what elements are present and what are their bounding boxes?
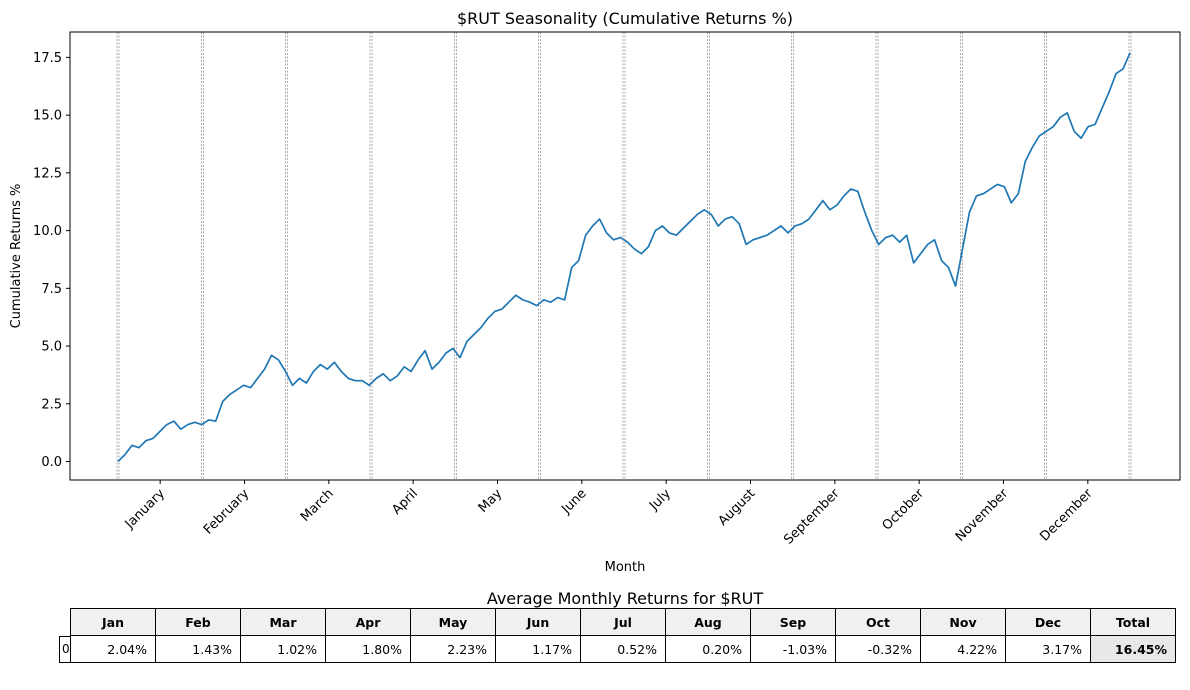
- table-cell-oct: -0.32%: [835, 635, 921, 663]
- table-cell-aug: 0.20%: [665, 635, 751, 663]
- table-header-sep: Sep: [750, 608, 836, 636]
- y-tick-label: 12.5: [33, 166, 62, 181]
- table-header-jul: Jul: [580, 608, 666, 636]
- x-tick-label: June: [558, 486, 589, 517]
- cumulative-return-line: [117, 52, 1131, 463]
- table-row-index: 0: [59, 636, 70, 663]
- table-header-dec: Dec: [1005, 608, 1091, 636]
- x-tick-label: August: [716, 486, 759, 529]
- table-cell-mar: 1.02%: [240, 635, 326, 663]
- x-tick-label: February: [201, 486, 253, 538]
- x-axis-label: Month: [605, 560, 646, 575]
- table-header-oct: Oct: [835, 608, 921, 636]
- table-header-mar: Mar: [240, 608, 326, 636]
- table-cell-jun: 1.17%: [495, 635, 581, 663]
- y-axis: 0.0 2.5 5.0 7.5 10.0 12.5 15.0 17.5: [33, 51, 70, 470]
- plot-frame: [69, 31, 1181, 481]
- x-tick-label: November: [953, 486, 1012, 545]
- table-title: Average Monthly Returns for $RUT: [486, 589, 764, 608]
- monthly-returns-table: Jan Feb Mar Apr May Jun Jul Aug Sep Oct Nov Dec Tota…: [70, 608, 1176, 663]
- table-header-jun: Jun: [495, 608, 581, 636]
- table-cell-may: 2.23%: [410, 635, 496, 663]
- table-header-may: May: [410, 608, 496, 636]
- x-tick-label: April: [389, 486, 421, 518]
- x-tick-label: July: [646, 486, 674, 514]
- table-cell-feb: 1.43%: [155, 635, 241, 663]
- table-header-row: Jan Feb Mar Apr May Jun Jul Aug Sep Oct Nov Dec Tota…: [70, 608, 1176, 636]
- table-header-nov: Nov: [920, 608, 1006, 636]
- x-tick-label: May: [476, 486, 506, 516]
- y-tick-label: 2.5: [41, 397, 62, 412]
- seasonality-chart: $RUT Seasonality (Cumulative Returns %) …: [9, 9, 1181, 575]
- y-tick-label: 15.0: [33, 109, 62, 124]
- table-header-aug: Aug: [665, 608, 751, 636]
- table-cell-jan: 2.04%: [70, 635, 156, 663]
- y-tick-label: 10.0: [33, 224, 62, 239]
- table-cell-total: 16.45%: [1090, 635, 1176, 663]
- table-header-total: Total: [1090, 608, 1176, 636]
- table-header-apr: Apr: [325, 608, 411, 636]
- table-cell-apr: 1.80%: [325, 635, 411, 663]
- chart-title: $RUT Seasonality (Cumulative Returns %): [457, 9, 793, 28]
- table-cell-dec: 3.17%: [1005, 635, 1091, 663]
- y-tick-label: 0.0: [41, 455, 62, 470]
- x-tick-label: December: [1037, 486, 1096, 545]
- y-tick-label: 7.5: [41, 282, 62, 297]
- table-row: 2.04% 1.43% 1.02% 1.80% 2.23% 1.17% 0.52% 0.20%…: [70, 635, 1176, 663]
- x-tick-label: October: [880, 486, 928, 534]
- table-header-jan: Jan: [70, 608, 156, 636]
- y-tick-label: 17.5: [33, 51, 62, 66]
- table-header-feb: Feb: [155, 608, 241, 636]
- y-tick-label: 5.0: [41, 340, 62, 355]
- table-cell-jul: 0.52%: [580, 635, 666, 663]
- table-cell-nov: 4.22%: [920, 635, 1006, 663]
- x-tick-label: September: [781, 486, 843, 548]
- x-tick-label: March: [298, 486, 337, 525]
- x-axis: January February March April May June July Augu…: [122, 480, 1096, 548]
- y-axis-label: Cumulative Returns %: [9, 184, 24, 329]
- table-cell-sep: -1.03%: [750, 635, 836, 663]
- month-boundary-gridlines: [116, 32, 1132, 480]
- x-tick-label: January: [122, 486, 168, 532]
